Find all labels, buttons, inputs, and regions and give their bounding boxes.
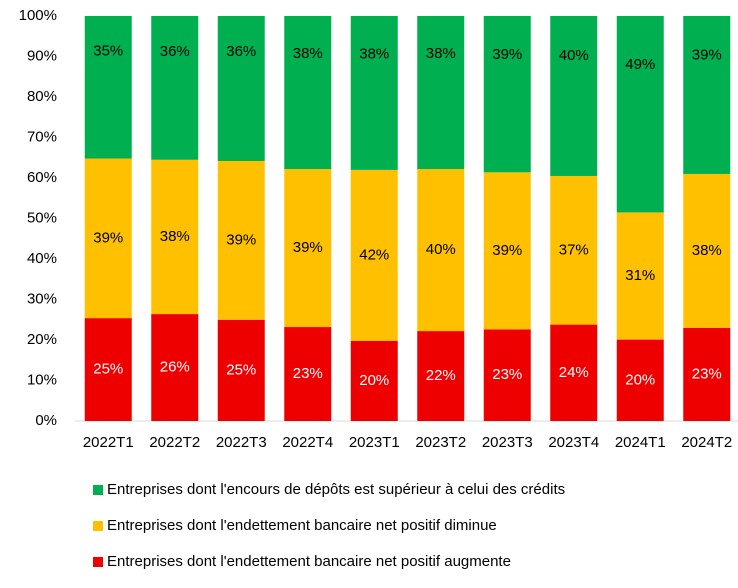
- bar-segment: [683, 173, 731, 328]
- x-tick-label: 2023T4: [548, 434, 599, 451]
- data-label: 39%: [293, 239, 323, 256]
- bar-segment: [151, 16, 199, 160]
- legend-swatch: [93, 557, 103, 567]
- x-tick-label: 2023T1: [349, 434, 400, 451]
- legend-label: Entreprises dont l'endettement bancaire …: [107, 553, 511, 570]
- y-tick-label: 30%: [27, 290, 57, 307]
- data-label: 26%: [160, 359, 190, 376]
- data-label: 38%: [692, 242, 722, 259]
- bar-segment: [550, 324, 598, 421]
- x-tick-label: 2022T3: [216, 434, 267, 451]
- legend-swatch: [93, 485, 103, 495]
- legend-label: Entreprises dont l'encours de dépôts est…: [107, 481, 565, 498]
- data-label: 39%: [492, 242, 522, 259]
- y-tick-label: 20%: [27, 331, 57, 348]
- bar-segment: [683, 16, 731, 174]
- legend-label: Entreprises dont l'endettement bancaire …: [107, 517, 497, 534]
- data-label: 25%: [93, 361, 123, 378]
- x-tick-label: 2022T4: [282, 434, 333, 451]
- bar-segment: [350, 169, 398, 341]
- y-tick-label: 80%: [27, 88, 57, 105]
- y-tick-label: 0%: [35, 412, 57, 429]
- data-label: 40%: [559, 47, 589, 64]
- data-label: 36%: [160, 43, 190, 60]
- bar-segment: [616, 212, 664, 340]
- data-label: 25%: [226, 361, 256, 378]
- data-label: 38%: [359, 45, 389, 62]
- bar-segment: [217, 16, 265, 161]
- bar-segment: [151, 314, 199, 421]
- data-label: 23%: [692, 365, 722, 382]
- x-tick-label: 2023T3: [482, 434, 533, 451]
- bar-segment: [284, 169, 332, 328]
- data-label: 38%: [160, 228, 190, 245]
- bar-segment: [616, 16, 664, 213]
- bar-segment: [550, 175, 598, 325]
- bar-segment: [550, 16, 598, 176]
- bar-segment: [284, 327, 332, 421]
- data-label: 39%: [93, 229, 123, 246]
- y-tick-label: 10%: [27, 371, 57, 388]
- y-tick-label: 50%: [27, 209, 57, 226]
- bar-segment: [417, 16, 465, 170]
- data-label: 31%: [625, 267, 655, 284]
- bar-segment: [483, 16, 531, 173]
- bar-segment: [217, 160, 265, 320]
- bar-segment: [84, 16, 132, 159]
- legend-swatch: [93, 521, 103, 531]
- bar-segment: [284, 16, 332, 170]
- data-label: 39%: [226, 231, 256, 248]
- bar-segment: [350, 340, 398, 421]
- data-label: 36%: [226, 43, 256, 60]
- data-label: 22%: [426, 367, 456, 384]
- data-label: 35%: [93, 43, 123, 60]
- data-label: 39%: [692, 46, 722, 63]
- bar-segment: [151, 159, 199, 315]
- data-label: 42%: [359, 246, 389, 263]
- data-label: 24%: [559, 364, 589, 381]
- data-label: 23%: [492, 366, 522, 383]
- y-tick-label: 40%: [27, 250, 57, 267]
- data-label: 23%: [293, 365, 323, 382]
- bar-segment: [217, 319, 265, 421]
- x-tick-label: 2024T1: [615, 434, 666, 451]
- y-tick-label: 70%: [27, 128, 57, 145]
- x-tick-label: 2024T2: [681, 434, 732, 451]
- y-tick-label: 100%: [19, 7, 57, 24]
- bar-segment: [417, 331, 465, 421]
- x-tick-label: 2022T1: [83, 434, 134, 451]
- bar-segment: [350, 16, 398, 170]
- data-label: 37%: [559, 241, 589, 258]
- y-tick-label: 90%: [27, 47, 57, 64]
- data-label: 40%: [426, 241, 456, 258]
- bar-segment: [84, 158, 132, 319]
- x-tick-label: 2023T2: [415, 434, 466, 451]
- bar-segment: [683, 327, 731, 421]
- data-label: 39%: [492, 46, 522, 63]
- bar-segment: [84, 318, 132, 421]
- bar-segment: [483, 172, 531, 330]
- data-label: 20%: [625, 371, 655, 388]
- data-label: 49%: [625, 56, 655, 73]
- x-tick-label: 2022T2: [149, 434, 200, 451]
- y-tick-label: 60%: [27, 169, 57, 186]
- bar-segment: [483, 329, 531, 421]
- bar-segment: [417, 169, 465, 332]
- data-label: 20%: [359, 372, 389, 389]
- bar-segment: [616, 339, 664, 421]
- data-label: 38%: [293, 45, 323, 62]
- data-label: 38%: [426, 45, 456, 62]
